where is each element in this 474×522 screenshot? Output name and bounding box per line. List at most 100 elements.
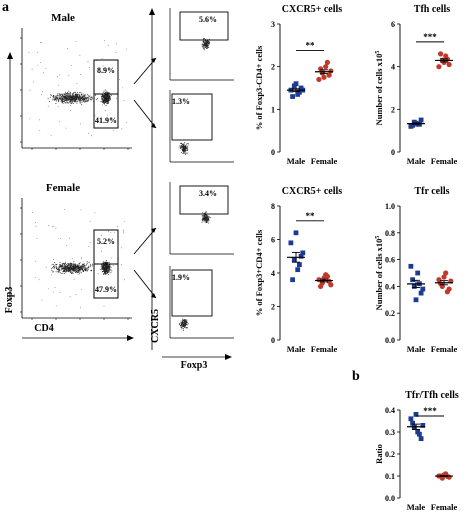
flow-event-dot	[66, 265, 68, 267]
flow-event-dot	[205, 211, 207, 213]
flow-event-dot	[61, 96, 63, 98]
dot-plot-y-label: Ratio	[374, 444, 384, 464]
flow-event-dot	[77, 100, 78, 102]
flow-event-dot	[89, 221, 91, 222]
flow-event-dot	[183, 145, 185, 146]
gate-arrow	[133, 57, 157, 85]
flow-event-dot	[203, 45, 205, 47]
flow-event-dot	[204, 48, 205, 50]
flow-event-dot	[185, 320, 187, 322]
flow-event-dot	[181, 323, 183, 325]
flow-event-dot	[202, 47, 204, 49]
flow-event-dot	[203, 41, 205, 43]
flow-event-dot	[83, 263, 84, 265]
flow-event-dot	[57, 270, 59, 272]
flow-event-dot	[108, 95, 110, 97]
flow-event-dot	[102, 104, 103, 106]
flow-event-dot	[185, 143, 187, 145]
flow-event-dot	[104, 261, 106, 263]
flow-event-dot	[86, 264, 88, 266]
flow-event-dot	[202, 218, 203, 220]
flow-event-dot	[104, 110, 106, 112]
flow-event-dot	[209, 42, 210, 44]
flow-event-dot	[58, 267, 60, 269]
flow-event-dot	[103, 102, 105, 104]
flow-event-dot	[77, 93, 78, 95]
dot-plot-4: Tfr cells 0.0 0.2 0.4 0.6 0.8 1.0 Number of cel…	[374, 186, 457, 354]
flow-event-dot	[88, 265, 90, 267]
flow-event-dot	[102, 94, 104, 96]
data-point-square	[300, 250, 306, 256]
flow-event-dot	[63, 101, 65, 103]
flow-event-dot	[207, 46, 209, 48]
data-point-circle	[321, 74, 327, 80]
flow-event-dot	[103, 262, 105, 264]
flow-event-dot	[101, 250, 102, 252]
flow-event-dot	[82, 266, 84, 267]
flow-event-dot	[202, 43, 204, 45]
flow-event-dot	[72, 266, 74, 267]
flow-event-dot	[92, 265, 94, 267]
flow-event-dot	[60, 101, 62, 103]
flow-event-dot	[107, 268, 109, 269]
dot-plot-y-tick-label: 1.0	[385, 202, 395, 211]
flow-event-dot	[73, 269, 75, 271]
flow-event-dot	[68, 96, 70, 98]
flow-event-dot	[79, 92, 81, 93]
flow-event-dot	[75, 270, 77, 272]
flow-event-dot	[103, 98, 105, 100]
flow-event-dot	[184, 146, 186, 148]
flow-event-dot	[59, 263, 61, 265]
flow-event-dot	[70, 270, 72, 272]
flow-event-dot	[113, 231, 115, 233]
dot-plot-title: CXCR5+ cells	[282, 4, 343, 15]
flow-event-dot	[55, 271, 57, 273]
flow-event-dot	[101, 265, 103, 267]
flow-event-dot	[70, 267, 72, 269]
flow-event-dot	[187, 148, 188, 150]
flow-event-dot	[81, 94, 83, 96]
flow-event-dot	[202, 212, 204, 214]
dot-plot-title: Tfr cells	[414, 186, 449, 197]
flow-event-dot	[55, 95, 57, 97]
flow-event-dot	[103, 268, 105, 269]
flow-event-dot	[88, 96, 90, 98]
data-point-circle	[328, 68, 334, 74]
flow-event-dot	[67, 93, 69, 95]
flow-event-dot	[38, 279, 40, 281]
flow-event-dot	[59, 269, 61, 271]
dot-plots: CXCR5+ cells 0 1 2 3 % of Foxp3-CD4+ cells Mal…	[254, 4, 459, 512]
flow-event-dot	[61, 100, 63, 102]
flow-event-dot	[182, 143, 184, 145]
flow-event-dot	[64, 100, 66, 102]
flow-event-dot	[68, 101, 70, 103]
flow-event-dot	[64, 95, 66, 97]
flow-event-dot	[184, 320, 186, 322]
flow-event-dot	[121, 264, 122, 266]
flow-event-dot	[69, 92, 71, 94]
dot-plot-y-tick-label: 0.2	[385, 450, 395, 459]
flow-event-dot	[79, 264, 81, 266]
flow-event-dot	[108, 262, 110, 264]
dot-plot-2: Tfh cells 0 2 4 6 Number of cells x105 Male Fem…	[374, 4, 457, 166]
data-point-square	[293, 81, 299, 87]
dot-plot-y-tick-label: 8	[271, 202, 275, 211]
cd4-foxp3-flow-plots	[7, 28, 157, 341]
flow-event-dot	[59, 272, 61, 273]
flow-event-dot	[108, 270, 110, 271]
flow-event-dot	[108, 265, 110, 267]
flow-event-dot	[56, 268, 58, 270]
flow-event-dot	[54, 95, 56, 97]
flow-event-dot	[206, 42, 208, 43]
flow-event-dot	[64, 93, 65, 95]
flow-event-dot	[53, 225, 55, 227]
flow-event-dot	[76, 83, 78, 84]
flow-event-dot	[180, 146, 182, 148]
flow-event-dot	[185, 153, 186, 155]
flow-event-dot	[182, 324, 184, 326]
flow-event-dot	[78, 100, 80, 102]
flow-event-dot	[107, 45, 109, 47]
foxp3-positive-gate	[93, 229, 119, 265]
flow-event-dot	[45, 68, 47, 69]
flow-event-dot	[180, 143, 181, 145]
